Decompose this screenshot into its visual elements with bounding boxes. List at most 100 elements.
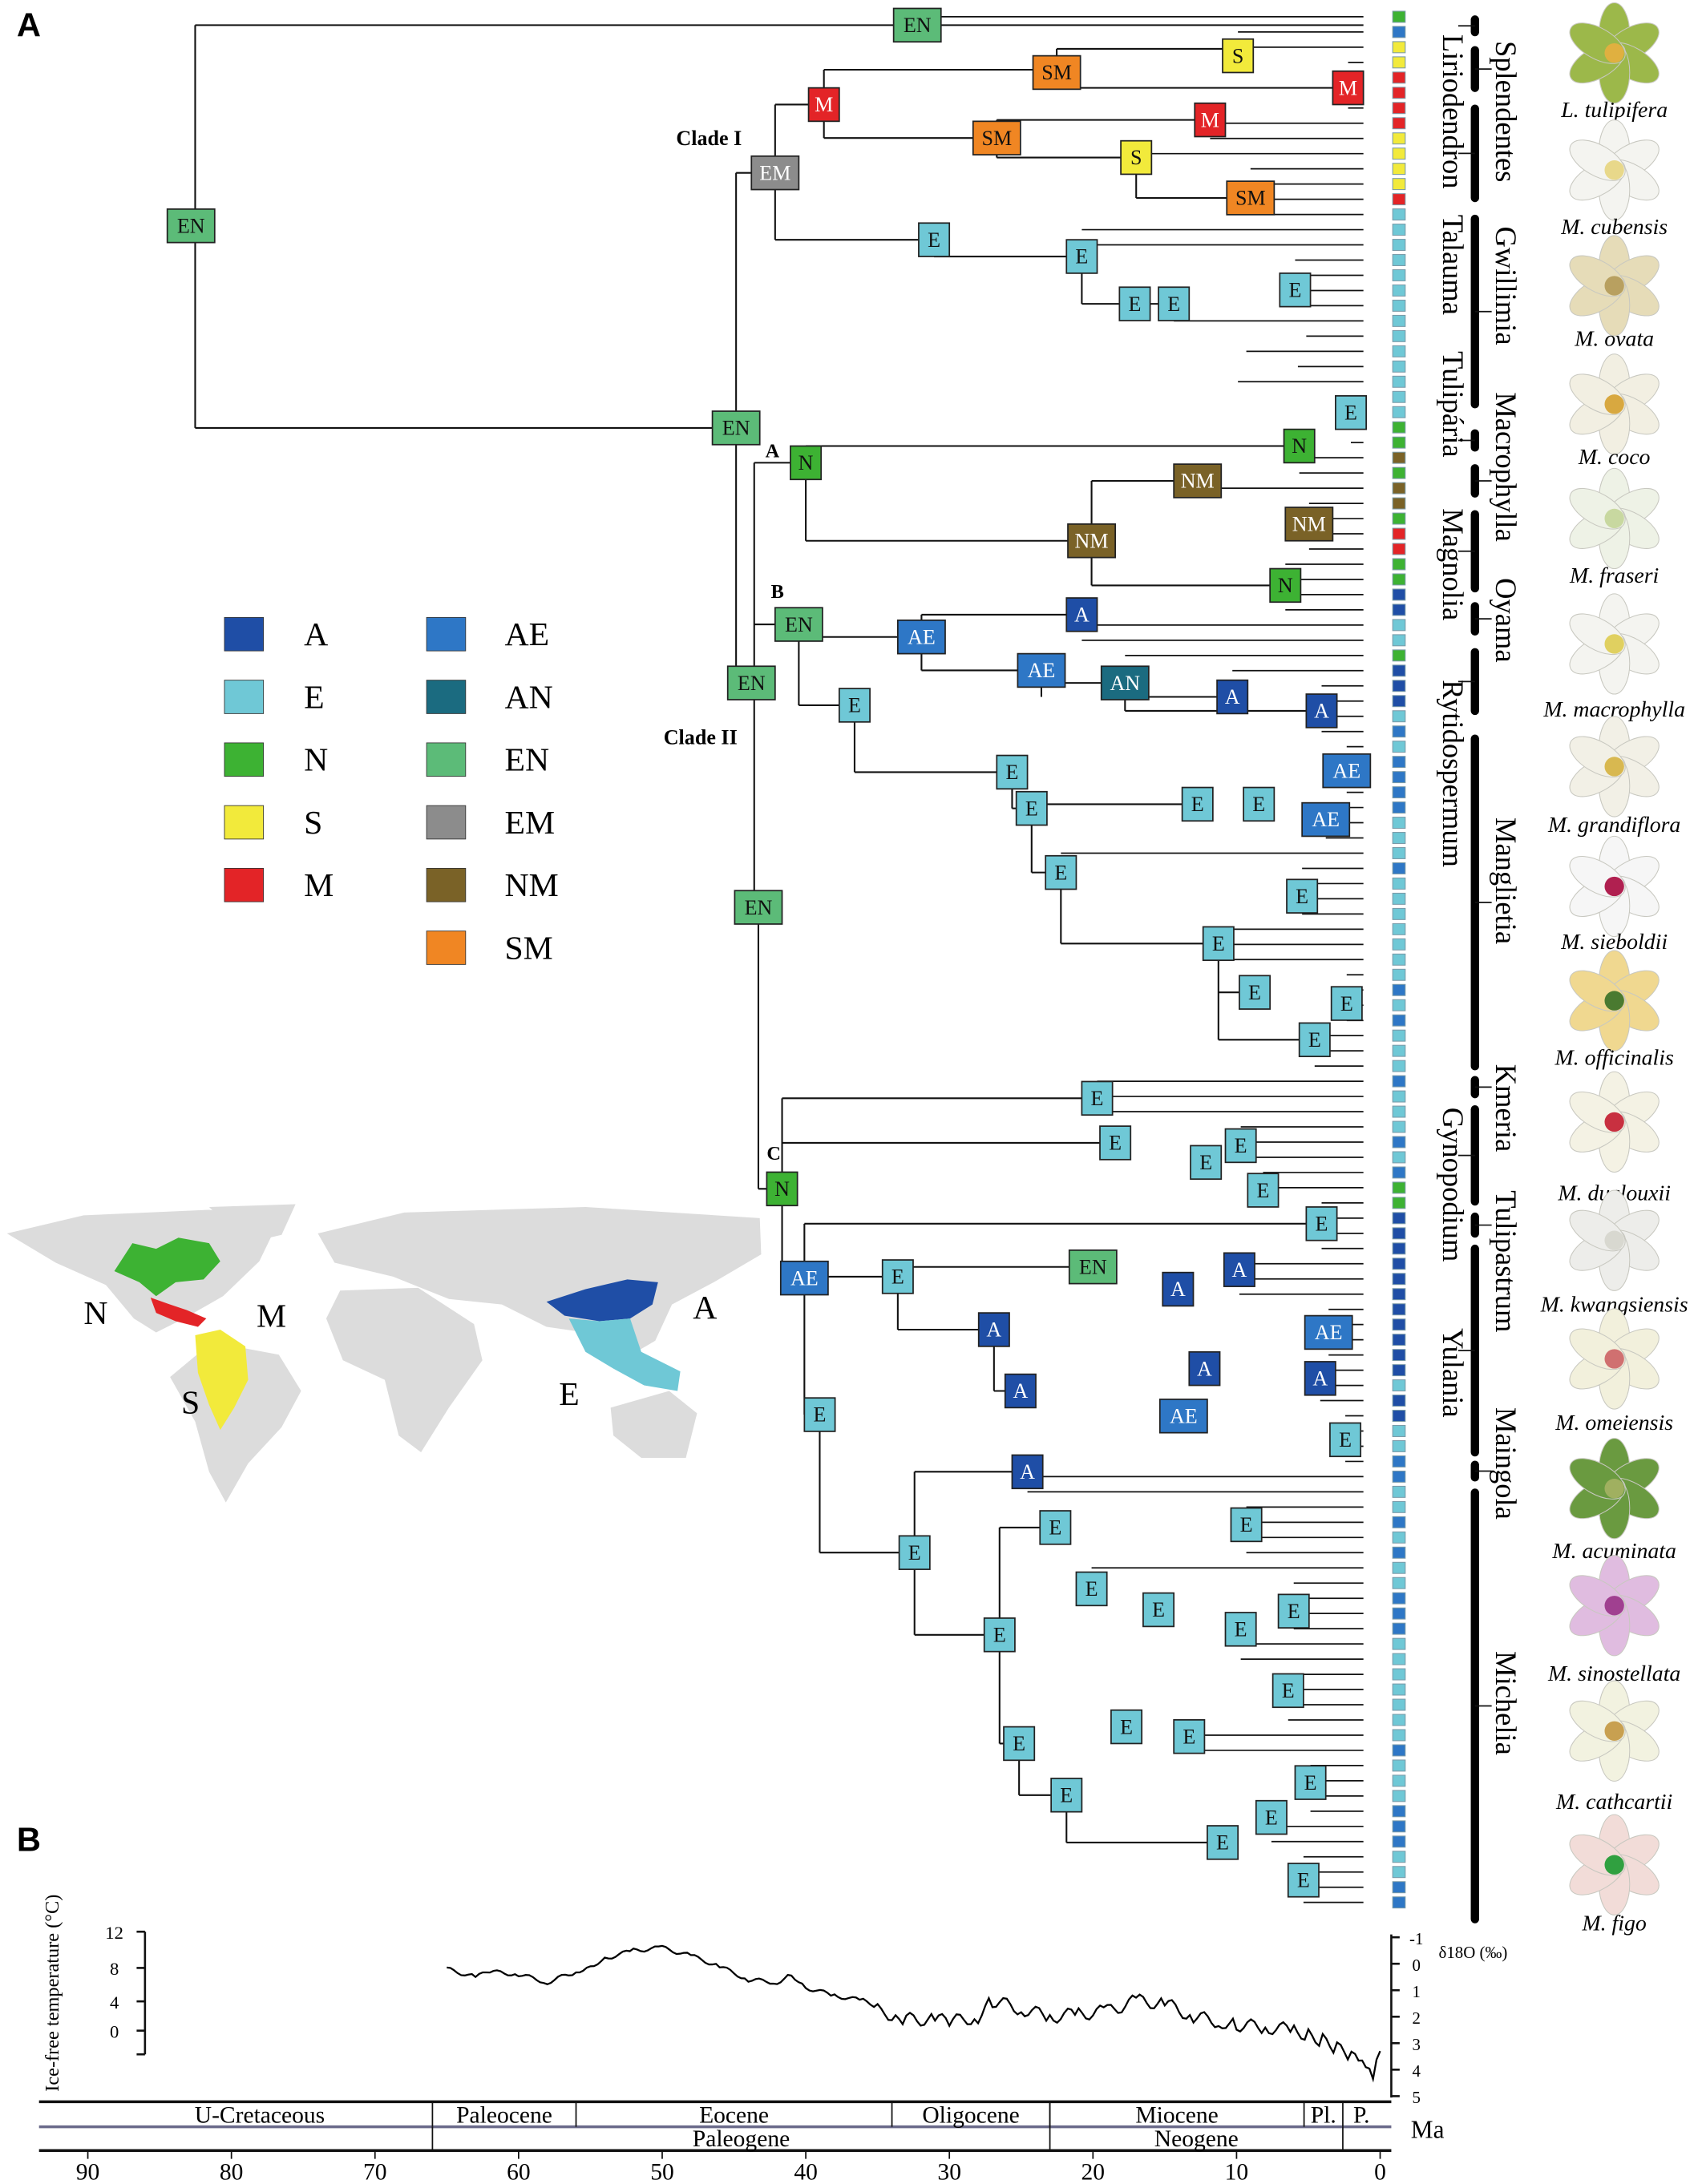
node-box-e: E — [1075, 1571, 1108, 1607]
node-fill — [803, 1397, 836, 1432]
node-fill — [1100, 665, 1150, 700]
x-tick-label: 30 — [937, 2160, 961, 2184]
tip-area-nm — [1392, 482, 1406, 495]
tip-area-e — [1392, 1759, 1406, 1772]
node-box-a: A — [1216, 679, 1249, 715]
flower-center — [1604, 160, 1624, 180]
node-fill — [1332, 70, 1364, 106]
epoch-label: Paleocene — [456, 2102, 552, 2128]
tip-area-e — [1392, 1105, 1406, 1118]
flower-image — [1569, 950, 1660, 1052]
tip-area-n — [1392, 10, 1406, 23]
tip-area-e — [1392, 1500, 1406, 1513]
flower-center — [1604, 1855, 1624, 1875]
node-box-m: M — [1194, 102, 1227, 138]
node-box-e: E — [1294, 1765, 1327, 1800]
left-tick-label: 12 — [105, 1923, 123, 1943]
tip-area-n — [1392, 1197, 1406, 1209]
node-fill — [983, 1617, 1016, 1653]
node-label: AE — [1028, 659, 1056, 682]
node-fill — [918, 222, 951, 257]
node-box-a: A — [1004, 1373, 1037, 1409]
genus-label: Magnolia — [1437, 508, 1470, 620]
tip-area-ae — [1392, 1516, 1406, 1528]
node-box-ae: AE — [896, 620, 946, 655]
tip-area-a — [1392, 1349, 1406, 1362]
tip-area-m — [1392, 117, 1406, 130]
node-box-s: S — [1120, 139, 1153, 176]
node-label: A — [1170, 1278, 1186, 1301]
tip-area-e — [1392, 1561, 1406, 1574]
node-fill — [1304, 1361, 1336, 1396]
tip-area-e — [1392, 1485, 1406, 1498]
node-box-e: E — [1173, 1719, 1206, 1754]
node-label: E — [1296, 885, 1308, 908]
node-fill — [1243, 786, 1276, 822]
node-label: E — [1199, 1151, 1212, 1174]
tip-area-a — [1392, 1227, 1406, 1240]
tip-area-a — [1392, 604, 1406, 616]
node-box-n: N — [766, 1171, 798, 1207]
right-tick-label: 0 — [1413, 1956, 1421, 1975]
right-tick-label: 3 — [1413, 2035, 1421, 2054]
tip-area-e — [1392, 907, 1406, 920]
node-label: A — [986, 1318, 1001, 1342]
x-tick-label: 40 — [794, 2160, 818, 2184]
right-tick-label: -1 — [1409, 1929, 1423, 1948]
panel-b-label: B — [17, 1820, 41, 1858]
node-box-e: E — [1181, 786, 1214, 822]
node-fill — [838, 688, 871, 723]
subclade-c-label: C — [766, 1143, 781, 1165]
tip-area-e — [1392, 1729, 1406, 1742]
species-name: M. figo — [1581, 1911, 1646, 1936]
flower-center — [1604, 991, 1624, 1011]
node-box-n: N — [1283, 428, 1316, 464]
x-axis-unit: Ma — [1411, 2116, 1445, 2144]
flower-image — [1569, 1438, 1660, 1540]
node-label: S — [1130, 146, 1142, 169]
tip-area-ae — [1392, 983, 1406, 996]
clade-labels: Clade I Clade II A B C — [664, 127, 784, 1165]
node-box-sm: SM — [1032, 54, 1081, 91]
tip-area-e — [1392, 208, 1406, 221]
node-box-e: E — [1298, 1022, 1331, 1058]
node-box-e: E — [1065, 239, 1098, 274]
tip-area-ae — [1392, 756, 1406, 769]
tip-area-e — [1392, 1851, 1406, 1863]
node-label: EN — [904, 14, 932, 37]
flower-center — [1604, 1721, 1624, 1741]
node-fill — [1239, 975, 1271, 1010]
x-tick-label: 50 — [650, 2160, 674, 2184]
tip-area-e — [1392, 360, 1406, 373]
tip-area-e — [1392, 1698, 1406, 1711]
x-tick-label: 80 — [220, 2160, 244, 2184]
node-fill — [1075, 1571, 1108, 1607]
continent-shape — [325, 1287, 483, 1453]
tip-area-e — [1392, 1439, 1406, 1452]
legend-swatch-em — [426, 805, 467, 840]
node-label: E — [1256, 1179, 1269, 1202]
node-box-a: A — [1304, 1361, 1336, 1396]
x-tick-label: 90 — [76, 2160, 100, 2184]
node-fill — [1190, 1144, 1223, 1181]
tip-area-a — [1392, 1288, 1406, 1301]
tip-area-ae — [1392, 1075, 1406, 1088]
tip-area-nm — [1392, 497, 1406, 510]
node-label: E — [1075, 245, 1088, 268]
node-box-e: E — [1271, 1673, 1304, 1709]
tip-area-a — [1392, 1410, 1406, 1422]
tip-area-ae — [1392, 1014, 1406, 1027]
genus-label: Manglietia — [1490, 817, 1522, 944]
legend-swatch-m — [224, 867, 265, 902]
node-fill — [1162, 1271, 1195, 1307]
map-label-s: S — [181, 1384, 200, 1421]
tip-area-s — [1392, 147, 1406, 160]
node-fill — [726, 665, 776, 700]
node-label: EN — [738, 672, 766, 695]
node-box-nm: NM — [1173, 463, 1223, 499]
tip-area-e — [1392, 1683, 1406, 1696]
node-box-e: E — [1039, 1510, 1072, 1545]
tip-area-e — [1392, 847, 1406, 859]
node-box-e: E — [1110, 1709, 1143, 1745]
x-tick-label: 20 — [1081, 2160, 1106, 2184]
